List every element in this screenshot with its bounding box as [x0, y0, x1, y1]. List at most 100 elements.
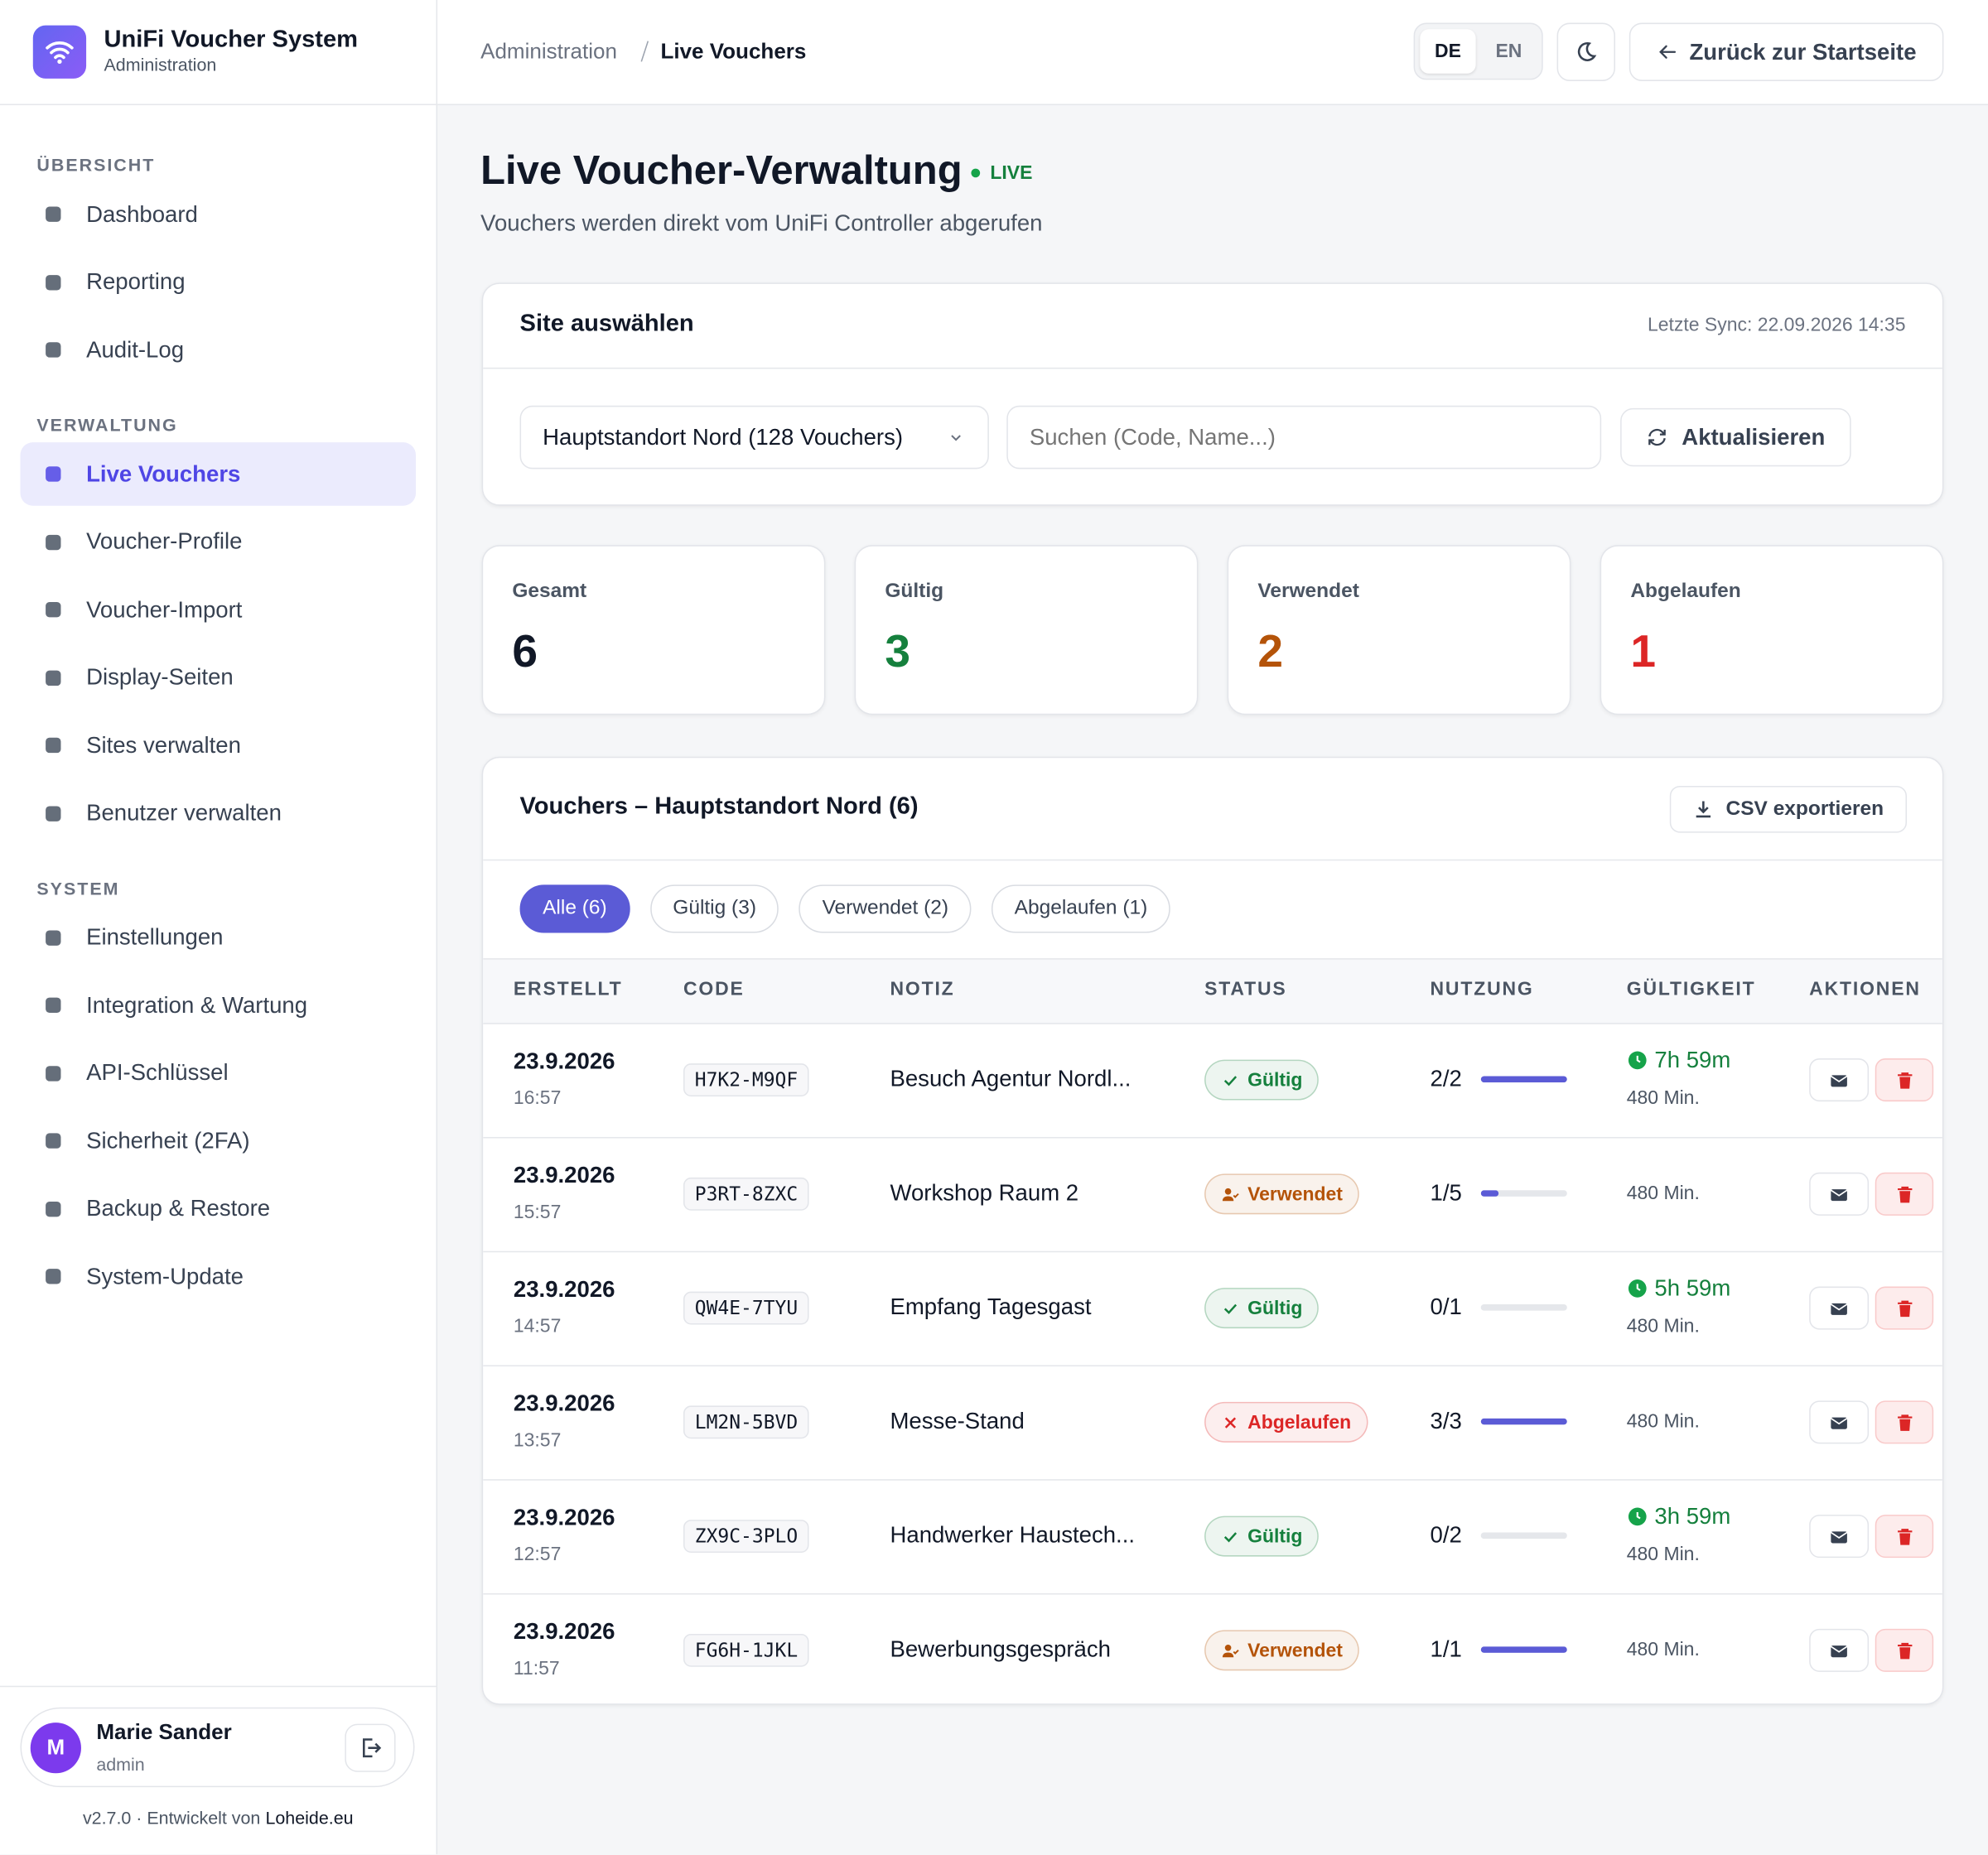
usage-bar: [1480, 1076, 1567, 1083]
email-button[interactable]: [1809, 1058, 1870, 1102]
nav-label: System-Update: [86, 1263, 244, 1289]
back-label: Zurück zur Startseite: [1689, 38, 1917, 65]
delete-button[interactable]: [1875, 1058, 1934, 1102]
voucher-code: ZX9C-3PLO: [683, 1520, 809, 1553]
delete-button[interactable]: [1875, 1286, 1934, 1330]
remaining-time: 5h 59m: [1627, 1275, 1730, 1302]
avatar: M: [30, 1722, 81, 1774]
nav-item[interactable]: Benutzer verwalten: [20, 782, 416, 846]
icon: [1628, 1279, 1647, 1298]
stat-card: Abgelaufen 1: [1600, 545, 1944, 716]
search-input[interactable]: [1006, 405, 1602, 470]
nav-item[interactable]: Reporting: [20, 250, 416, 314]
nav-item[interactable]: Sites verwalten: [20, 714, 416, 778]
stat-value: 6: [512, 624, 538, 677]
created-date: 23.9.2026: [513, 1618, 615, 1645]
icon: [46, 805, 61, 822]
table-row: 23.9.2026 11:57 FG6H-1JKL Bewerbungsgespräc…: [483, 1593, 1942, 1703]
nav-item[interactable]: Display-Seiten: [20, 646, 416, 710]
icon: [1830, 1188, 1848, 1201]
logout-button[interactable]: [345, 1723, 396, 1772]
language-option[interactable]: DE: [1420, 29, 1476, 74]
icon: [1897, 1072, 1912, 1088]
table-row: 23.9.2026 13:57 LM2N-5BVD Messe-Stand Abgela…: [483, 1365, 1942, 1481]
filter-chip[interactable]: Alle (6): [519, 884, 630, 933]
icon: [1628, 1051, 1647, 1070]
divider: [0, 1685, 437, 1688]
breadcrumb-separator: [640, 41, 649, 62]
nav-label: Backup & Restore: [86, 1195, 271, 1221]
nav-item[interactable]: Dashboard: [20, 182, 416, 246]
nav-label: Voucher-Profile: [86, 528, 243, 554]
refresh-button[interactable]: Aktualisieren: [1620, 407, 1851, 467]
email-button[interactable]: [1809, 1515, 1870, 1559]
delete-button[interactable]: [1875, 1628, 1934, 1672]
filter-chip[interactable]: Verwendet (2): [799, 884, 972, 933]
delete-button[interactable]: [1875, 1172, 1934, 1216]
user-card: M Marie Sander admin: [20, 1707, 415, 1788]
icon: [1897, 1528, 1912, 1544]
nav-item[interactable]: Backup & Restore: [20, 1177, 416, 1241]
created-date: 23.9.2026: [513, 1276, 615, 1302]
column-header: STATUS: [1204, 978, 1287, 1000]
nav-item[interactable]: Einstellungen: [20, 906, 416, 970]
remaining-label: 7h 59m: [1654, 1047, 1731, 1072]
filter-chip[interactable]: Gültig (3): [649, 884, 779, 933]
column-header: ERSTELLT: [513, 978, 623, 1000]
icon: [46, 997, 61, 1013]
email-button[interactable]: [1809, 1628, 1870, 1672]
nav-item[interactable]: Voucher-Import: [20, 578, 416, 642]
filter-chip[interactable]: Abgelaufen (1): [992, 884, 1170, 933]
delete-button[interactable]: [1875, 1400, 1934, 1444]
brand-logo: [32, 25, 87, 79]
status-label: Gültig: [1247, 1525, 1303, 1548]
language-option[interactable]: EN: [1495, 40, 1522, 62]
nav-label: Sites verwalten: [86, 731, 241, 758]
nav-label: Einstellungen: [86, 923, 224, 950]
section-title: VERWALTUNG: [36, 414, 178, 435]
usage-text: 2/2: [1430, 1066, 1462, 1091]
nav-item[interactable]: System-Update: [20, 1245, 416, 1308]
nav-label: Live Vouchers: [86, 460, 241, 486]
refresh-label: Aktualisieren: [1682, 423, 1826, 450]
icon: [1224, 1416, 1237, 1428]
export-button[interactable]: CSV exportieren: [1669, 785, 1908, 833]
nav-item[interactable]: Voucher-Profile: [20, 510, 416, 574]
divider: [483, 859, 1942, 861]
status-badge: Verwendet: [1204, 1630, 1359, 1671]
stat-card: Gültig 3: [854, 545, 1199, 716]
topbar: Administration Live Vouchers DE EN Zurück zu…: [437, 0, 1988, 106]
nav-label: Display-Seiten: [86, 664, 234, 690]
site-select[interactable]: Hauptstandort Nord (128 Vouchers): [519, 405, 989, 470]
stat-label: Verwendet: [1257, 581, 1359, 603]
usage-track: [1480, 1303, 1567, 1311]
icon: [1830, 1303, 1848, 1315]
note: Empfang Tagesgast: [890, 1294, 1092, 1320]
footer-link[interactable]: Loheide.eu: [265, 1807, 354, 1828]
icon: [46, 534, 61, 550]
nav-item[interactable]: Live Vouchers: [20, 442, 417, 506]
email-button[interactable]: [1809, 1400, 1870, 1444]
email-button[interactable]: [1809, 1172, 1870, 1216]
section-title: SYSTEM: [36, 877, 120, 899]
back-button[interactable]: Zurück zur Startseite: [1629, 22, 1944, 81]
stat-card: Verwendet 2: [1227, 545, 1571, 716]
vouchers-card: Vouchers – Hauptstandort Nord (6) CSV exp…: [481, 756, 1944, 1705]
breadcrumb-item[interactable]: Administration: [480, 39, 617, 64]
nav-item[interactable]: API-Schlüssel: [20, 1041, 416, 1105]
icon: [1577, 42, 1597, 61]
delete-button[interactable]: [1875, 1515, 1934, 1559]
email-button[interactable]: [1809, 1286, 1870, 1330]
nav-label: API-Schlüssel: [86, 1059, 229, 1086]
created-time: 15:57: [513, 1202, 562, 1224]
usage-text: 0/1: [1430, 1294, 1462, 1320]
brand-title: UniFi Voucher System: [104, 26, 359, 54]
nav-item[interactable]: Sicherheit (2FA): [20, 1109, 416, 1173]
icon: [46, 737, 61, 754]
icon: [46, 274, 61, 290]
nav-item[interactable]: Audit-Log: [20, 318, 416, 382]
nav-item[interactable]: Integration & Wartung: [20, 974, 416, 1038]
voucher-code: H7K2-M9QF: [683, 1063, 809, 1096]
user-role: admin: [96, 1754, 145, 1775]
dark-mode-toggle[interactable]: [1556, 22, 1615, 81]
